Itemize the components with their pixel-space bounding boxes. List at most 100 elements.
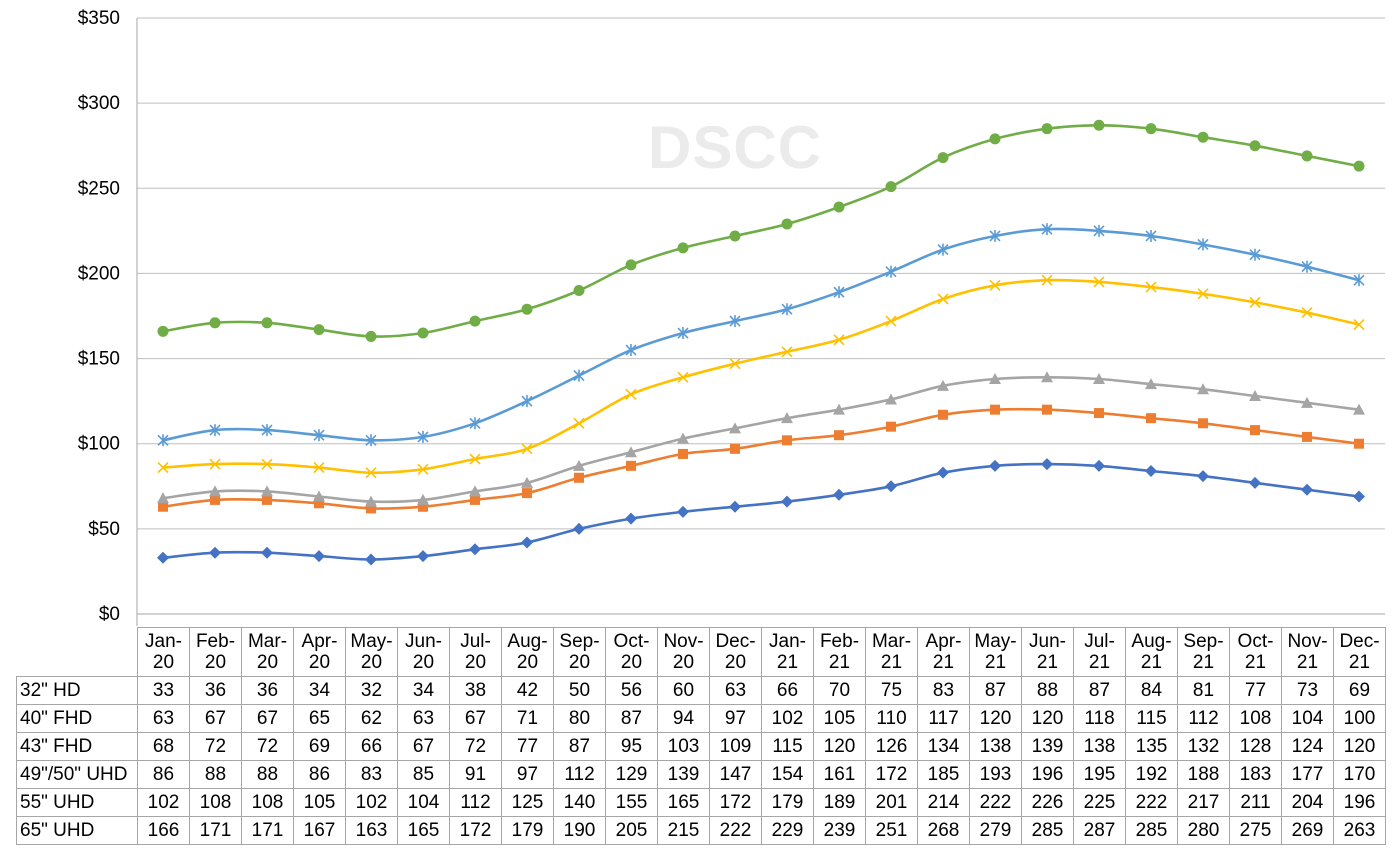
data-point — [573, 522, 585, 535]
data-label: 77 — [1229, 676, 1282, 705]
x-tick-year: 20 — [152, 652, 175, 673]
x-tick-label: Mar- 21 — [865, 627, 918, 677]
data-point — [210, 494, 220, 505]
data-label: 67 — [241, 704, 294, 733]
data-label: 102 — [761, 704, 814, 733]
data-label: 70 — [813, 676, 866, 705]
series-label: 49"/50" UHD — [16, 760, 138, 789]
x-tick-year: 20 — [672, 652, 695, 673]
data-point — [834, 430, 844, 441]
data-label: 222 — [969, 788, 1022, 817]
x-tick-label: Feb- 21 — [813, 627, 866, 677]
table-row: 49"/50" UHD 86 88 88 86 83 85 91 97 112 129 139 147 1… — [16, 760, 1386, 789]
data-point — [937, 152, 949, 164]
data-point — [1249, 248, 1261, 261]
series-label: 43" FHD — [16, 732, 138, 761]
series-line — [162, 227, 1360, 442]
x-tick-month: Sep- — [559, 631, 600, 652]
data-point — [209, 424, 221, 437]
x-tick-month: May- — [974, 631, 1017, 652]
data-point — [729, 358, 741, 370]
data-point — [209, 485, 221, 497]
x-tick-label: Nov- 21 — [1281, 627, 1334, 677]
y-tick-label: $150 — [78, 349, 120, 370]
data-point — [1353, 274, 1365, 287]
data-label: 86 — [293, 760, 346, 789]
data-point — [521, 476, 533, 488]
data-point — [833, 334, 845, 346]
data-label: 100 — [1333, 704, 1386, 733]
data-label: 172 — [709, 788, 762, 817]
x-tick-month: Apr- — [925, 631, 962, 652]
data-point — [990, 404, 1000, 415]
data-point — [1041, 123, 1053, 135]
y-axis-ticks: $0 $50 $100 $150 $200 $250 $300 $350 — [78, 8, 120, 625]
data-point — [729, 500, 741, 513]
data-point — [937, 243, 949, 256]
data-label: 226 — [1021, 788, 1074, 817]
data-point — [365, 467, 377, 479]
x-tick-month: Nov- — [1287, 631, 1328, 652]
data-label: 83 — [917, 676, 970, 705]
data-point — [417, 463, 429, 475]
data-label: 88 — [241, 760, 294, 789]
data-label: 42 — [501, 676, 554, 705]
data-label: 166 — [137, 816, 190, 845]
x-tick-label: Jul- 21 — [1073, 627, 1126, 677]
data-label: 65 — [293, 704, 346, 733]
series-label: 55" UHD — [16, 788, 138, 817]
data-point — [1093, 224, 1105, 237]
x-tick-year: 21 — [1348, 652, 1371, 673]
data-point — [730, 443, 740, 454]
data-point — [469, 485, 481, 497]
data-label: 87 — [605, 704, 658, 733]
table-row: 40" FHD 63 67 67 65 62 63 67 71 80 87 94 97 102 105 110… — [16, 704, 1386, 733]
data-point — [157, 434, 169, 447]
x-tick-month: Mar- — [247, 631, 288, 652]
data-label: 34 — [397, 676, 450, 705]
data-label: 155 — [605, 788, 658, 817]
data-point — [989, 133, 1001, 145]
data-label: 108 — [1229, 704, 1282, 733]
data-label: 71 — [501, 704, 554, 733]
x-tick-month: Dec- — [715, 631, 756, 652]
data-label: 147 — [709, 760, 762, 789]
x-tick-month: Jan- — [769, 631, 806, 652]
line-chart: DSCC $0 $50 $100 $150 $200 $250 $300 $350 — [78, 8, 1385, 626]
table-header-row: Jan- 20 Feb- 20 Mar- 20 Apr- 20 May- 20 Jun- 20 Jul-… — [16, 627, 1386, 677]
data-point — [157, 551, 169, 564]
data-point — [262, 494, 272, 505]
data-point — [1249, 390, 1261, 402]
data-point — [833, 286, 845, 299]
data-point — [1354, 438, 1364, 449]
data-point — [729, 230, 741, 242]
data-label: 110 — [865, 704, 918, 733]
y-tick-label: $100 — [78, 434, 120, 455]
data-point — [781, 303, 793, 316]
data-point — [886, 421, 896, 432]
data-label: 34 — [293, 676, 346, 705]
data-label: 66 — [345, 732, 398, 761]
x-tick-year: 20 — [516, 652, 539, 673]
data-point — [1353, 490, 1365, 503]
data-label: 84 — [1125, 676, 1178, 705]
data-point — [313, 461, 325, 474]
y-tick-label: $50 — [88, 519, 120, 540]
x-tick-month: Apr- — [301, 631, 338, 652]
data-point — [1301, 150, 1313, 162]
data-point — [1250, 425, 1260, 436]
data-point — [1041, 458, 1053, 471]
data-point — [1145, 281, 1157, 293]
series-label: 65" UHD — [16, 816, 138, 845]
data-label: 280 — [1177, 816, 1230, 845]
x-tick-year: 21 — [1296, 652, 1319, 673]
data-label: 154 — [761, 760, 814, 789]
x-tick-label: Dec- 21 — [1333, 627, 1386, 677]
data-point — [625, 259, 637, 271]
data-point — [469, 417, 481, 430]
data-point — [677, 242, 689, 254]
data-label: 120 — [969, 704, 1022, 733]
data-label: 171 — [189, 816, 242, 845]
x-tick-month: Oct- — [613, 631, 650, 652]
x-tick-label: Aug- 20 — [501, 627, 554, 677]
